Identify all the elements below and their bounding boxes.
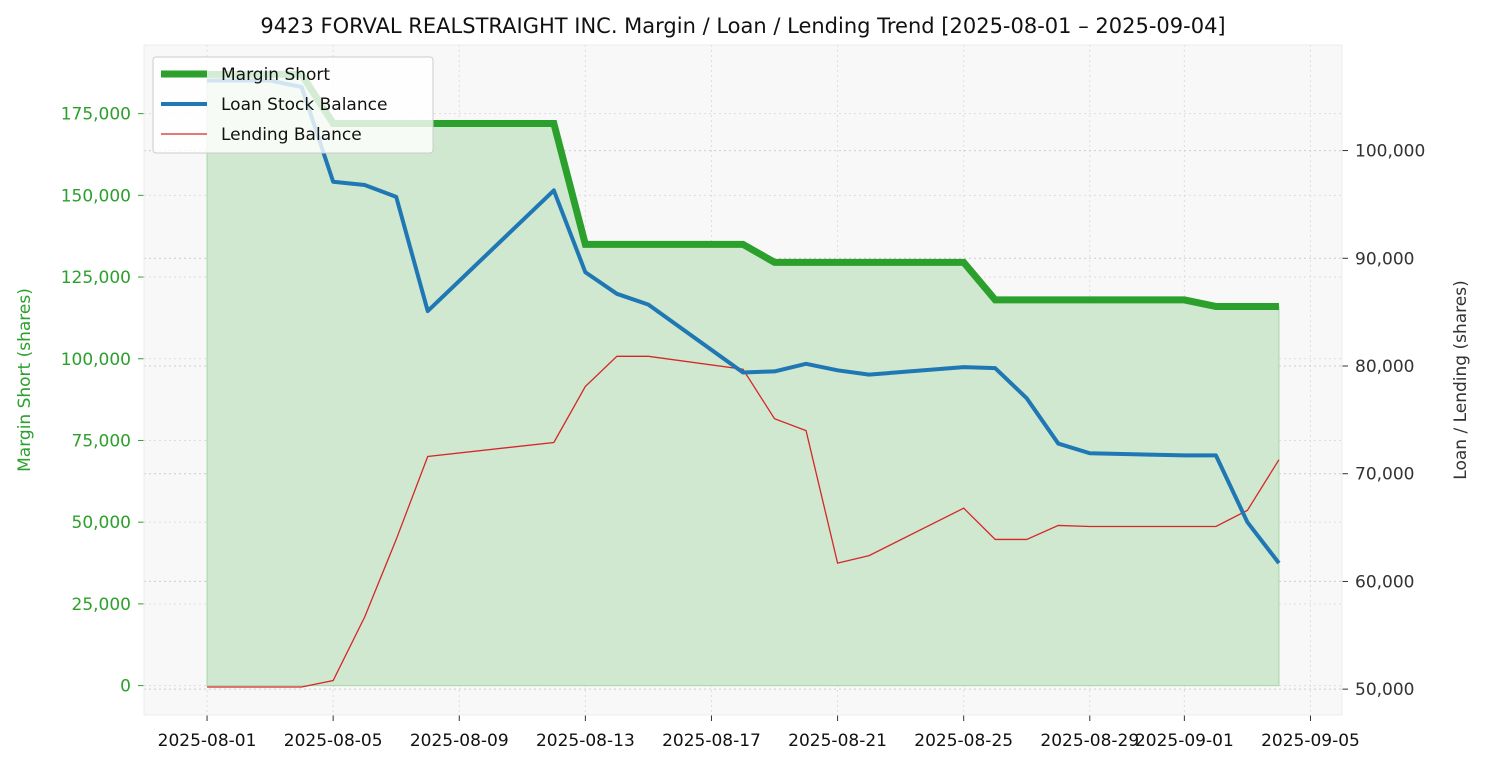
x-tick-label: 2025-08-17 [662, 731, 761, 751]
y-left-tick-label: 100,000 [61, 350, 131, 370]
legend-margin-short-label: Margin Short [221, 65, 330, 85]
x-tick-label: 2025-08-21 [788, 731, 887, 751]
x-tick-label: 2025-08-29 [1040, 731, 1139, 751]
x-tick-label: 2025-09-05 [1261, 731, 1360, 751]
loan-stock-balance-line [207, 78, 1281, 565]
x-tick-label: 2025-08-09 [410, 731, 509, 751]
y-right-tick-label: 90,000 [1355, 249, 1414, 269]
y-left-tick-label: 150,000 [61, 186, 131, 206]
lending-balance-line [207, 355, 1280, 688]
legend-box [152, 56, 434, 154]
x-tick-label: 2025-08-13 [536, 731, 635, 751]
legend: Margin Short Loan Stock Balance Lending Ba… [152, 56, 434, 154]
y-left-tick-label: 50,000 [72, 513, 131, 533]
y-right-tick-label: 100,000 [1355, 142, 1425, 162]
y-right-tick-label: 80,000 [1355, 357, 1414, 377]
y-left-tick-label: 0 [120, 677, 131, 697]
axes: 2025-08-01 2025-08-05 2025-08-09 2025-08-13… [61, 44, 1425, 751]
y-axis-label-left: Margin Short (shares) [15, 288, 35, 472]
y-left-tick-label: 25,000 [72, 595, 131, 615]
y-right-tick-label: 60,000 [1355, 572, 1414, 592]
y-axis-label-right: Loan / Lending (shares) [1451, 280, 1471, 479]
y-right-tick-label: 50,000 [1355, 680, 1414, 700]
plot-frame [143, 44, 1343, 716]
y-left-tick-label: 125,000 [61, 268, 131, 288]
x-tick-label: 2025-08-01 [158, 731, 257, 751]
y-left-tick-label: 175,000 [61, 105, 131, 125]
x-tick-label: 2025-09-01 [1135, 731, 1234, 751]
y-right-tick-label: 70,000 [1355, 465, 1414, 485]
chart-title: 9423 FORVAL REALSTRAIGHT INC. Margin / L… [260, 14, 1225, 38]
x-tick-label: 2025-08-05 [284, 731, 383, 751]
legend-lending-balance-label: Lending Balance [221, 125, 362, 145]
x-tick-label: 2025-08-25 [914, 731, 1013, 751]
legend-loan-stock-balance-label: Loan Stock Balance [221, 95, 387, 115]
y-left-tick-label: 75,000 [72, 431, 131, 451]
